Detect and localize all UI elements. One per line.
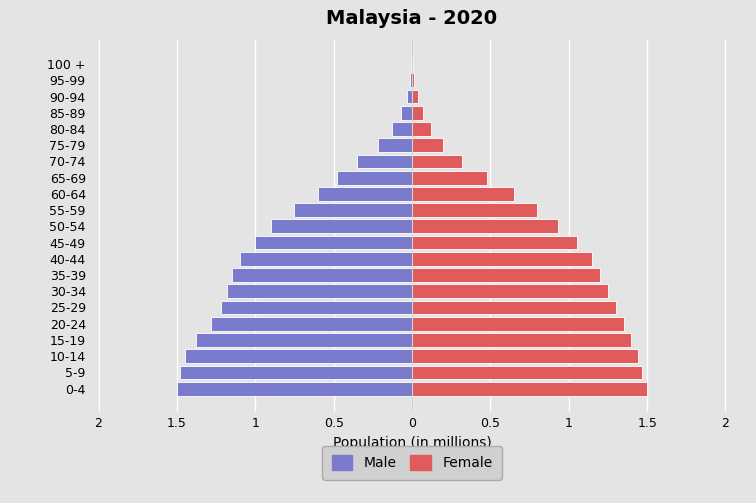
Bar — [412, 349, 638, 363]
Bar — [357, 154, 412, 169]
Bar — [412, 284, 608, 298]
Bar — [412, 252, 592, 266]
Legend: Male, Female: Male, Female — [322, 446, 502, 480]
Bar — [411, 73, 412, 87]
Bar — [412, 90, 418, 104]
Bar — [412, 73, 414, 87]
X-axis label: Population (in millions): Population (in millions) — [333, 436, 491, 450]
Bar — [232, 268, 412, 282]
Bar — [377, 138, 412, 152]
Bar — [196, 333, 412, 347]
Bar — [412, 268, 600, 282]
Bar — [412, 154, 462, 169]
Bar — [412, 106, 423, 120]
Bar — [412, 187, 514, 201]
Bar — [180, 366, 412, 379]
Bar — [240, 252, 412, 266]
Bar — [412, 138, 443, 152]
Bar — [411, 57, 412, 71]
Bar — [271, 219, 412, 233]
Bar — [412, 122, 431, 136]
Bar — [212, 317, 412, 330]
Bar — [256, 236, 412, 249]
Bar — [412, 301, 616, 314]
Bar — [412, 219, 558, 233]
Bar — [407, 90, 412, 104]
Bar — [412, 236, 577, 249]
Bar — [318, 187, 412, 201]
Bar — [177, 382, 412, 395]
Bar — [412, 57, 413, 71]
Bar — [184, 349, 412, 363]
Bar — [336, 171, 412, 185]
Bar — [392, 122, 412, 136]
Title: Malaysia - 2020: Malaysia - 2020 — [327, 9, 497, 28]
Bar — [412, 382, 647, 395]
Bar — [221, 301, 412, 314]
Bar — [412, 171, 488, 185]
Bar — [412, 333, 631, 347]
Bar — [412, 203, 538, 217]
Bar — [227, 284, 412, 298]
Bar — [412, 317, 624, 330]
Bar — [401, 106, 412, 120]
Bar — [412, 366, 643, 379]
Bar — [295, 203, 412, 217]
